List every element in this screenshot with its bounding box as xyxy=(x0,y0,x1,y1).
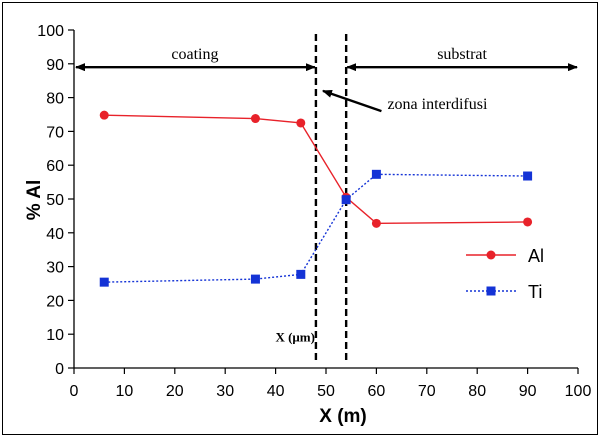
x-tick-label: 0 xyxy=(70,383,79,400)
data-point-al xyxy=(523,217,533,227)
data-point-ti xyxy=(341,195,351,205)
legend: Al Ti xyxy=(466,246,544,302)
substrat-label: substrat xyxy=(437,46,487,63)
data-point-ti xyxy=(523,171,533,181)
x-tick-label: 90 xyxy=(519,383,537,400)
y-tick-label: 40 xyxy=(46,226,64,243)
x-tick-label: 100 xyxy=(565,383,592,400)
x-tick-label: 80 xyxy=(468,383,486,400)
data-point-ti xyxy=(250,274,260,284)
y-tick-label: 0 xyxy=(55,361,64,378)
data-point-al xyxy=(99,110,109,120)
y-axis-label: % Al xyxy=(24,180,45,220)
y-tick-label: 80 xyxy=(46,91,64,108)
y-tick-label: 30 xyxy=(46,260,64,277)
y-tick-label: 100 xyxy=(37,23,64,40)
coating-label: coating xyxy=(171,46,218,63)
x-tick-label: 30 xyxy=(216,383,234,400)
data-point-ti xyxy=(99,277,109,287)
x-tick-label: 70 xyxy=(418,383,436,400)
chart-frame xyxy=(2,2,598,435)
x-axis-label: X (m) xyxy=(319,406,367,427)
annotations: coating substrat zona interdifusi X (μm) xyxy=(75,34,578,364)
legend-marker-ti xyxy=(486,286,496,296)
data-point-al xyxy=(296,118,306,128)
data-point-al xyxy=(250,114,260,124)
legend-marker-al xyxy=(486,250,496,260)
data-point-ti xyxy=(371,169,381,179)
y-tick-label: 50 xyxy=(46,192,64,209)
x-tick-label: 60 xyxy=(368,383,386,400)
y-tick-label: 60 xyxy=(46,158,64,175)
axes xyxy=(68,29,579,374)
x-tick-label: 20 xyxy=(166,383,184,400)
x-tick-label: 40 xyxy=(267,383,285,400)
y-tick-label: 10 xyxy=(46,327,64,344)
tick-labels: 0 10 20 30 40 50 60 70 80 90 100 0 10 20 30 40 50 60 70 80 9… xyxy=(37,23,591,400)
x-tick-label: 10 xyxy=(116,383,134,400)
series-line-al xyxy=(104,114,528,225)
y-tick-label: 90 xyxy=(46,57,64,74)
zona-interdifusi-arrow xyxy=(322,89,382,113)
x-tick-label: 50 xyxy=(317,383,335,400)
x-micrometer-label: X (μm) xyxy=(275,330,315,345)
y-tick-label: 20 xyxy=(46,293,64,310)
series xyxy=(99,110,533,287)
series-line-ti xyxy=(104,173,528,283)
data-point-al xyxy=(371,218,381,228)
legend-label-al: Al xyxy=(528,246,544,266)
data-point-ti xyxy=(296,269,306,279)
legend-label-ti: Ti xyxy=(528,282,542,302)
zona-interdifusi-label: zona interdifusi xyxy=(387,96,488,113)
y-tick-label: 70 xyxy=(46,124,64,141)
